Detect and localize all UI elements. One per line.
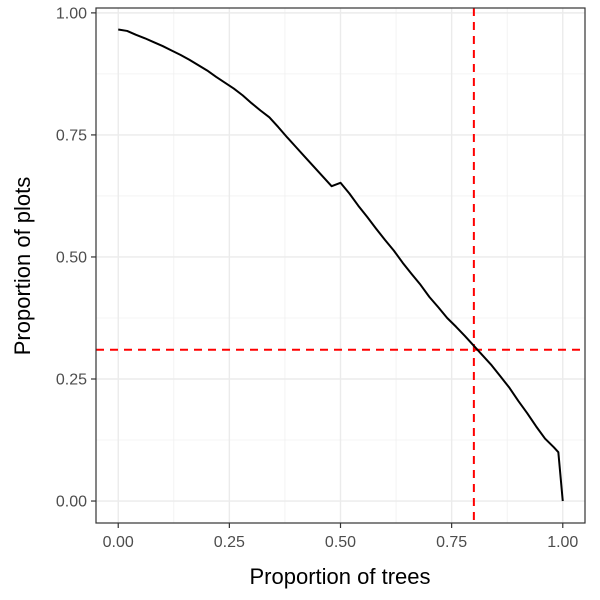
reference-lines <box>96 8 585 523</box>
y-tick-label: 1.00 <box>56 5 87 22</box>
x-axis: 0.00 0.25 0.50 0.75 1.00 <box>103 523 578 551</box>
y-tick-label: 0.00 <box>56 494 87 511</box>
grid <box>96 8 585 523</box>
series-layer <box>118 28 564 502</box>
x-tick-label: 0.50 <box>325 534 356 551</box>
x-tick-label: 0.00 <box>103 534 134 551</box>
y-axis: 0.00 0.25 0.50 0.75 1.00 <box>56 5 96 511</box>
x-tick-label: 0.75 <box>436 534 467 551</box>
series-line <box>118 28 564 502</box>
x-tick-label: 0.25 <box>214 534 245 551</box>
y-axis-title: Proportion of plots <box>10 177 35 356</box>
y-tick-label: 0.25 <box>56 371 87 388</box>
x-tick-label: 1.00 <box>547 534 578 551</box>
y-tick-label: 0.75 <box>56 127 87 144</box>
x-axis-title: Proportion of trees <box>250 564 431 589</box>
y-tick-label: 0.50 <box>56 249 87 266</box>
